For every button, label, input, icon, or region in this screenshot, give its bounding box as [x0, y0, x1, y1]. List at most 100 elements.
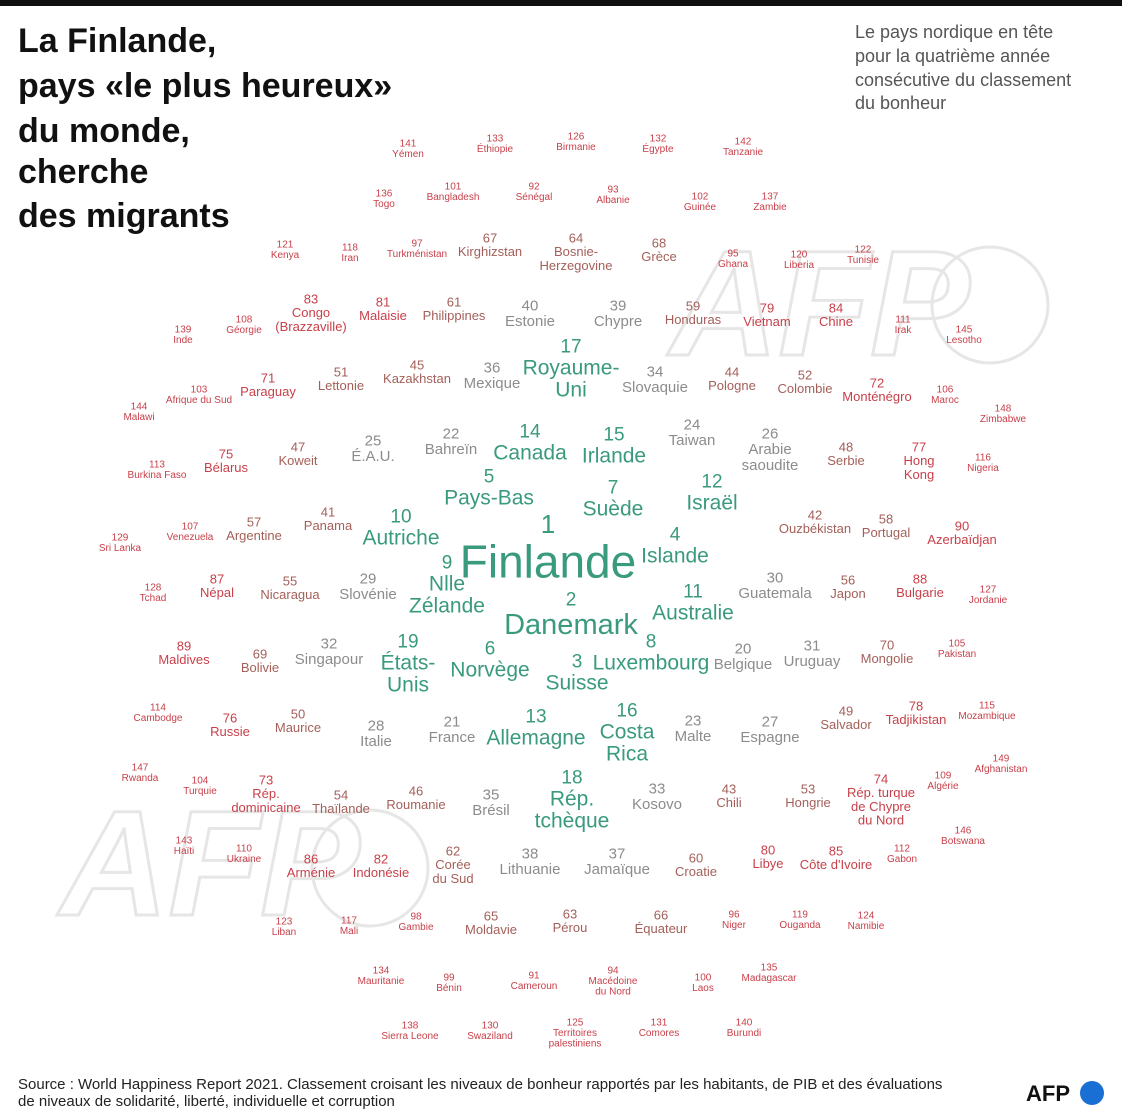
country-rank: 131 — [651, 1018, 668, 1029]
country-rank: 132 — [650, 134, 667, 145]
country-rank: 97 — [411, 239, 423, 250]
country-name: Chili — [716, 795, 741, 810]
country-rank: 134 — [373, 966, 390, 977]
country-rank: 23 — [685, 712, 702, 729]
country-name: Islande — [641, 544, 709, 567]
country-rank: 66 — [654, 908, 668, 923]
country-rank: 101 — [445, 182, 462, 193]
country-name: Liban — [272, 927, 296, 938]
country-name: Belgique — [714, 656, 772, 673]
country-rank: 127 — [980, 585, 997, 596]
country-rank: 20 — [735, 640, 752, 657]
country-rank: 100 — [695, 973, 712, 984]
country-rank: 120 — [791, 250, 808, 261]
country-rank: 48 — [839, 440, 853, 455]
country-name: Bolivie — [241, 660, 279, 675]
country-rank: 58 — [879, 512, 893, 527]
country-rank: 55 — [283, 574, 297, 589]
country-rank: 68 — [652, 236, 666, 251]
country-rank: 30 — [767, 569, 784, 586]
country-name: du Nord — [858, 813, 904, 828]
country-rank: 32 — [321, 635, 338, 652]
country-name: Swaziland — [467, 1031, 513, 1042]
country-rank: 5 — [484, 467, 495, 488]
country-rank: 106 — [937, 385, 954, 396]
country-rank: 94 — [607, 966, 619, 977]
source: Source : World Happiness Report 2021. Cl… — [18, 1076, 942, 1093]
country-rank: 60 — [689, 851, 703, 866]
country-name: Kong — [904, 467, 934, 482]
subtitle: consécutive du classement — [855, 70, 1071, 90]
country-name: Rép. — [550, 787, 594, 810]
country-name: Turkménistan — [387, 249, 447, 260]
country-name: du Nord — [595, 987, 631, 998]
country-name: Mongolie — [861, 651, 914, 666]
country-rank: 42 — [808, 508, 822, 523]
country-rank: 12 — [701, 472, 722, 493]
country-name: Corée — [435, 857, 470, 872]
country-rank: 16 — [616, 701, 637, 722]
country-rank: 21 — [444, 713, 461, 730]
country-rank: 10 — [390, 507, 411, 528]
country-rank: 3 — [572, 652, 583, 673]
country-name: Bénin — [436, 983, 462, 994]
country-rank: 111 — [895, 315, 911, 326]
country-name: Côte d'Ivoire — [800, 857, 873, 872]
country-rank: 78 — [909, 699, 923, 714]
title: du monde, — [18, 112, 190, 150]
country-name: Canada — [493, 441, 567, 464]
country-name: Herzegovine — [540, 258, 613, 273]
country-name: Népal — [200, 585, 234, 600]
country-rank: 8 — [646, 632, 657, 653]
country-name: Lithuanie — [500, 861, 561, 878]
country-name: Paraguay — [240, 384, 296, 399]
country-rank: 86 — [304, 852, 318, 867]
country-name: dominicaine — [231, 800, 300, 815]
country-rank: 113 — [149, 460, 165, 471]
country-rank: 25 — [365, 432, 382, 449]
country-name: Mauritanie — [358, 976, 405, 987]
country-name: Niger — [722, 920, 747, 931]
country-name: Rép. turque — [847, 785, 915, 800]
country-name: Congo — [292, 305, 330, 320]
country-rank: 6 — [485, 639, 496, 660]
country-rank: 139 — [175, 325, 192, 336]
country-rank: 118 — [342, 243, 358, 254]
country-name: Botswana — [941, 836, 985, 847]
country-rank: 62 — [446, 844, 460, 859]
country-rank: 112 — [894, 844, 910, 855]
country-rank: 117 — [341, 916, 357, 927]
country-name: Madagascar — [741, 973, 797, 984]
country-rank: 44 — [725, 365, 739, 380]
country-name: Australie — [652, 601, 734, 624]
country-rank: 63 — [563, 907, 577, 922]
country-rank: 1 — [541, 509, 555, 539]
country-rank: 34 — [647, 363, 664, 380]
country-rank: 82 — [374, 852, 388, 867]
country-rank: 89 — [177, 639, 191, 654]
country-rank: 114 — [150, 703, 166, 714]
country-name: Éthiopie — [477, 142, 514, 155]
logo: AFP — [1026, 1081, 1070, 1106]
country-name: Guatemala — [738, 585, 812, 602]
country-rank: 43 — [722, 782, 736, 797]
country-name: Pérou — [553, 920, 588, 935]
country-name: Suède — [583, 497, 644, 520]
country-rank: 57 — [247, 515, 261, 530]
country-rank: 110 — [236, 844, 252, 855]
country-rank: 124 — [858, 911, 875, 922]
country-rank: 147 — [132, 763, 149, 774]
country-name: Pays-Bas — [444, 486, 534, 509]
country-name: Ouzbékistan — [779, 521, 851, 536]
country-rank: 130 — [482, 1021, 499, 1032]
country-rank: 123 — [276, 917, 293, 928]
country-name: Tadjikistan — [886, 712, 947, 727]
country-name: Finlande — [460, 535, 636, 587]
country-rank: 39 — [610, 297, 627, 314]
country-name: Tchad — [140, 593, 167, 604]
country-name: Salvador — [820, 717, 872, 732]
country-name: Nigeria — [967, 463, 999, 474]
country-rank: 59 — [686, 299, 700, 314]
country-rank: 4 — [670, 525, 681, 546]
country-name: Comores — [639, 1028, 680, 1039]
